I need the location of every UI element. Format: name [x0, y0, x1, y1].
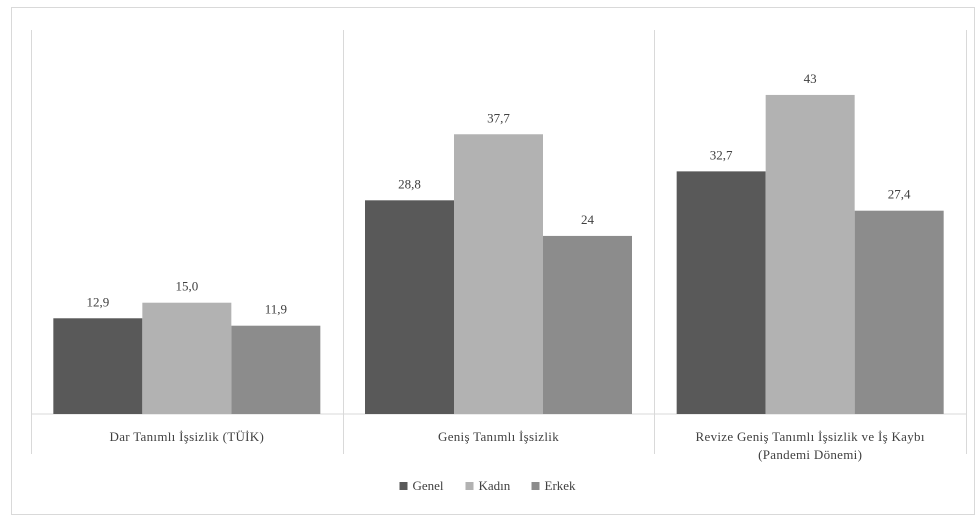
data-label: 27,4	[888, 187, 911, 202]
data-label: 15,0	[175, 279, 198, 294]
category-label: Revize Geniş Tanımlı İşsizlik ve İş Kayb…	[696, 429, 925, 444]
data-label: 28,8	[398, 176, 421, 191]
bar-genel	[676, 171, 766, 414]
data-label: 32,7	[710, 147, 733, 162]
bar-kadın	[454, 134, 543, 415]
legend-label-genel: Genel	[413, 478, 444, 493]
category-label: (Pandemi Dönemi)	[758, 447, 862, 462]
bar-erkek	[543, 235, 632, 414]
bar-erkek	[854, 210, 944, 414]
bar-genel	[365, 200, 454, 414]
legend-label-kadın: Kadın	[479, 478, 511, 493]
bar-genel	[53, 318, 143, 414]
data-label: 11,9	[265, 302, 287, 317]
data-label: 37,7	[487, 110, 510, 125]
data-label: 43	[804, 71, 817, 86]
legend-swatch-erkek	[531, 482, 540, 490]
bar-erkek	[231, 325, 321, 414]
bar-kadın	[765, 94, 855, 414]
legend-swatch-kadın	[465, 482, 474, 490]
legend-label-erkek: Erkek	[545, 478, 577, 493]
legend-swatch-genel	[399, 482, 408, 490]
data-label: 24	[581, 212, 595, 227]
data-label: 12,9	[86, 294, 109, 309]
category-label: Geniş Tanımlı İşsizlik	[438, 429, 559, 444]
bar-kadın	[142, 302, 232, 414]
category-label: Dar Tanımlı İşsizlik (TÜİK)	[110, 429, 265, 444]
